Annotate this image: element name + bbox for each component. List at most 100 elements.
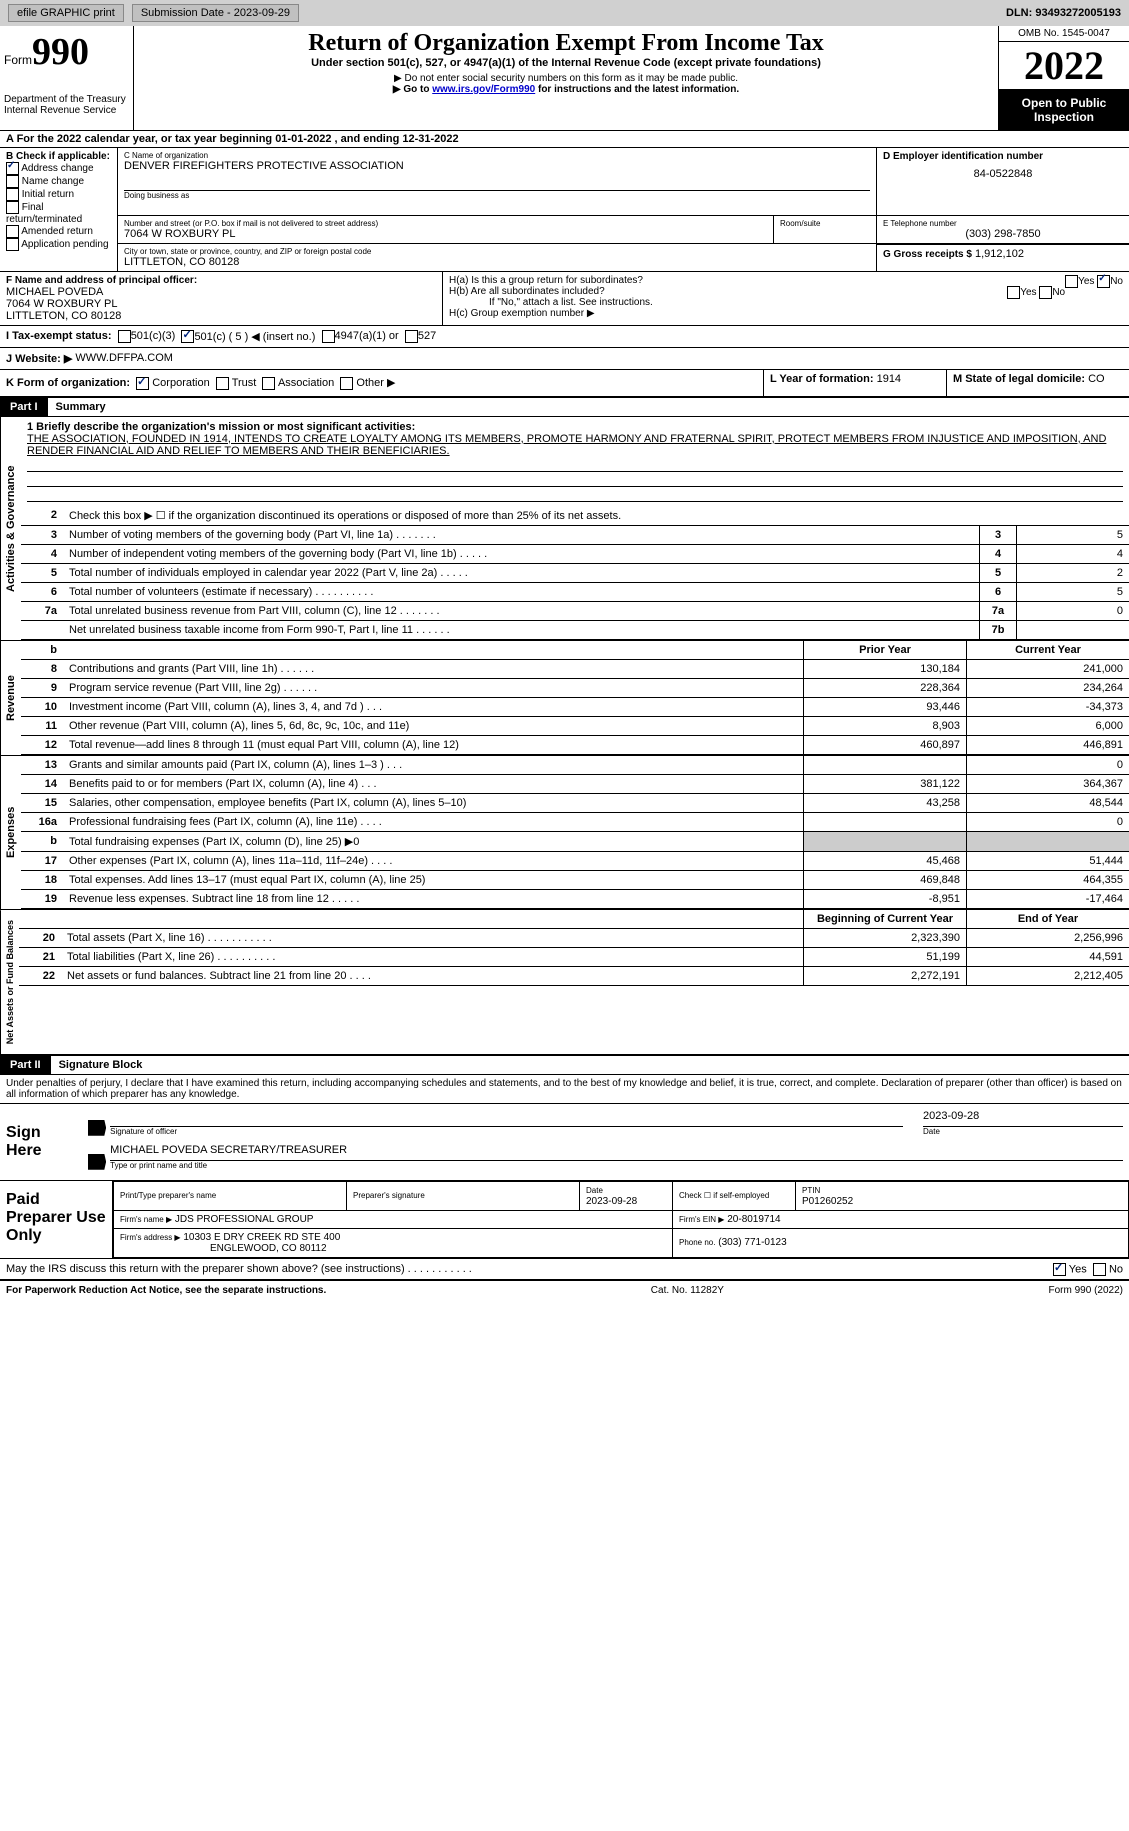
check-assoc[interactable] <box>262 377 275 390</box>
hb-label: H(b) Are all subordinates included? <box>449 286 605 297</box>
check-final[interactable] <box>6 201 19 214</box>
type-name-label: Type or print name and title <box>110 1161 1123 1170</box>
part2-header: Part II <box>0 1056 51 1074</box>
omb-number: OMB No. 1545-0047 <box>999 26 1129 42</box>
opt-527: 527 <box>418 330 436 343</box>
check-other[interactable] <box>340 377 353 390</box>
check-501c3[interactable] <box>118 330 131 343</box>
firm-ein-label: Firm's EIN ▶ <box>679 1215 724 1224</box>
declaration: Under penalties of perjury, I declare th… <box>0 1075 1129 1104</box>
form-org-label: K Form of organization: <box>6 377 130 389</box>
netassets-label: Net Assets or Fund Balances <box>0 910 19 1054</box>
hc-label: H(c) Group exemption number ▶ <box>449 308 1123 319</box>
check-501c[interactable] <box>181 330 194 343</box>
website-label: J Website: ▶ <box>6 352 72 365</box>
check-corp[interactable] <box>136 377 149 390</box>
street-addr: 7064 W ROXBURY PL <box>124 228 767 240</box>
goto-suffix: for instructions and the latest informat… <box>535 84 739 95</box>
yes-label: Yes <box>1069 1263 1087 1275</box>
opt-initial: Initial return <box>22 189 74 200</box>
top-bar: efile GRAPHIC print Submission Date - 20… <box>0 0 1129 26</box>
opt-assoc: Association <box>278 377 334 389</box>
ha-no[interactable] <box>1097 275 1110 288</box>
phone-value: (303) 298-7850 <box>883 228 1123 240</box>
ssn-note: ▶ Do not enter social security numbers o… <box>138 73 994 84</box>
footer-right: Form 990 (2022) <box>1049 1285 1123 1296</box>
gross-value: 1,912,102 <box>975 248 1024 260</box>
hb-no[interactable] <box>1039 286 1052 299</box>
col-current: Current Year <box>966 641 1129 659</box>
prep-sig-label: Preparer's signature <box>353 1191 425 1200</box>
ha-label: H(a) Is this a group return for subordin… <box>449 275 643 286</box>
ha-yes[interactable] <box>1065 275 1078 288</box>
domicile: CO <box>1088 373 1105 385</box>
identity-section: B Check if applicable: Address change Na… <box>0 148 1129 272</box>
prep-name-label: Print/Type preparer's name <box>120 1191 216 1200</box>
form-header: Form990 Department of the Treasury Inter… <box>0 26 1129 131</box>
part2-title: Signature Block <box>51 1059 143 1071</box>
revenue-label: Revenue <box>0 641 21 755</box>
opt-name-change: Name change <box>22 176 84 187</box>
city-value: LITTLETON, CO 80128 <box>124 256 870 268</box>
domicile-label: M State of legal domicile: <box>953 373 1085 385</box>
firm-city: ENGLEWOOD, CO 80112 <box>120 1243 327 1254</box>
check-trust[interactable] <box>216 377 229 390</box>
form-word: Form <box>4 53 32 67</box>
check-pending[interactable] <box>6 238 19 251</box>
firm-name-label: Firm's name ▶ <box>120 1215 172 1224</box>
part1-title: Summary <box>48 401 106 413</box>
opt-amended: Amended return <box>21 226 93 237</box>
firm-addr: 10303 E DRY CREEK RD STE 400 <box>183 1232 340 1243</box>
firm-addr-label: Firm's address ▶ <box>120 1233 181 1242</box>
officer-addr1: 7064 W ROXBURY PL <box>6 298 436 310</box>
period-line: A For the 2022 calendar year, or tax yea… <box>0 131 1129 148</box>
officer-addr2: LITTLETON, CO 80128 <box>6 310 436 322</box>
discuss-label: May the IRS discuss this return with the… <box>6 1263 472 1275</box>
sig-date: 2023-09-28 <box>923 1110 1123 1127</box>
org-name-label: C Name of organization <box>124 151 870 160</box>
officer-typed-name: MICHAEL POVEDA SECRETARY/TREASURER <box>110 1144 1123 1161</box>
line2: Check this box ▶ ☐ if the organization d… <box>63 506 1129 525</box>
check-527[interactable] <box>405 330 418 343</box>
opt-501c: 501(c) ( 5 ) ◀ (insert no.) <box>194 330 315 343</box>
opt-corp: Corporation <box>152 377 209 389</box>
firm-ein: 20-8019714 <box>727 1214 780 1225</box>
check-amended[interactable] <box>6 225 19 238</box>
irs-label: Internal Revenue Service <box>4 105 129 116</box>
sig-officer-label: Signature of officer <box>110 1127 903 1136</box>
hb-yes[interactable] <box>1007 286 1020 299</box>
submission-date: Submission Date - 2023-09-29 <box>132 4 299 22</box>
addr-label: Number and street (or P.O. box if mail i… <box>124 219 767 228</box>
self-emp-label: Check ☐ if self-employed <box>679 1191 769 1200</box>
phone-label: E Telephone number <box>883 219 1123 228</box>
gross-label: G Gross receipts $ <box>883 249 972 260</box>
discuss-yes[interactable] <box>1053 1263 1066 1276</box>
discuss-no[interactable] <box>1093 1263 1106 1276</box>
year-formation-label: L Year of formation: <box>770 373 874 385</box>
expenses-label: Expenses <box>0 756 21 909</box>
box-b-label: B Check if applicable: <box>6 151 111 162</box>
year-formation: 1914 <box>877 373 901 385</box>
dba-label: Doing business as <box>124 191 870 200</box>
efile-button[interactable]: efile GRAPHIC print <box>8 4 124 22</box>
paid-preparer-label: Paid Preparer Use Only <box>0 1181 113 1258</box>
sign-here-label: Sign Here <box>0 1104 82 1180</box>
tax-status-label: I Tax-exempt status: <box>6 330 112 343</box>
org-name: DENVER FIREFIGHTERS PROTECTIVE ASSOCIATI… <box>124 160 870 172</box>
website-value: WWW.DFFPA.COM <box>75 352 173 365</box>
city-label: City or town, state or province, country… <box>124 247 870 256</box>
irs-link[interactable]: www.irs.gov/Form990 <box>432 84 535 95</box>
firm-name: JDS PROFESSIONAL GROUP <box>175 1214 314 1225</box>
form-title: Return of Organization Exempt From Incom… <box>138 30 994 57</box>
opt-other: Other ▶ <box>356 377 395 389</box>
prep-date-label: Date <box>586 1186 603 1195</box>
officer-label: F Name and address of principal officer: <box>6 275 436 286</box>
ein-value: 84-0522848 <box>883 168 1123 180</box>
ein-label: D Employer identification number <box>883 151 1123 162</box>
check-name-change[interactable] <box>6 175 19 188</box>
date-label: Date <box>923 1127 1123 1136</box>
check-4947[interactable] <box>322 330 335 343</box>
check-address-change[interactable] <box>6 162 19 175</box>
form-number: 990 <box>32 31 89 73</box>
check-initial[interactable] <box>6 188 19 201</box>
